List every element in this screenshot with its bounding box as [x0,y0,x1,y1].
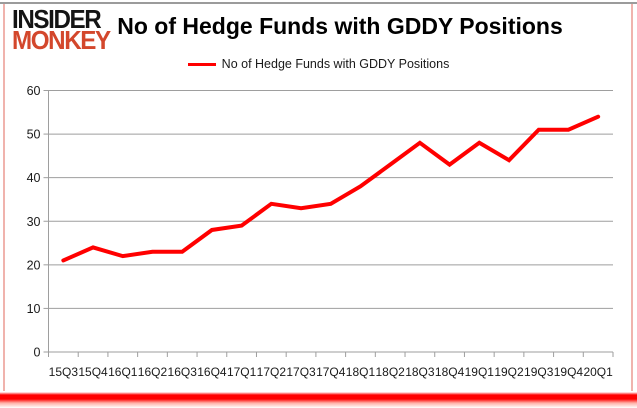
x-axis-label: 17Q1 [227,365,257,379]
frame-left-rule [3,4,5,392]
series-line [61,114,601,263]
x-axis-label: 16Q4 [197,365,227,379]
y-axis-label: 10 [27,302,41,316]
x-axis-label: 16Q3 [168,365,198,379]
logo-insider-text: INSIDER [12,4,102,34]
y-axis-label: 60 [27,84,41,98]
x-axis-label: 20Q1 [583,365,613,379]
x-axis-label: 17Q4 [316,365,346,379]
y-axis-label: 30 [27,215,41,229]
y-axis-label: 20 [27,258,41,272]
x-axis-label: 18Q3 [405,365,435,379]
x-axis-label: 19Q2 [494,365,524,379]
logo-monkey-text: MONKEY [12,25,111,55]
x-axis-label: 17Q2 [257,365,287,379]
x-axis-label: 15Q3 [49,365,79,379]
frame-bottom-glow [0,391,637,408]
chart-title: No of Hedge Funds with GDDY Positions [117,13,563,39]
legend-line-swatch [187,62,216,66]
y-axis-label: 40 [27,171,41,185]
x-axis-label: 19Q3 [524,365,554,379]
y-axis-label: 50 [27,128,41,142]
frame-right-rule [631,4,633,392]
x-axis-label: 15Q4 [78,365,108,379]
x-axis-label: 19Q4 [554,365,584,379]
x-axis-label: 18Q2 [375,365,405,379]
y-axis-label: 0 [34,346,41,360]
x-axis-label: 17Q3 [286,365,316,379]
legend: No of Hedge Funds with GDDY Positions [0,56,637,72]
x-axis-label: 16Q1 [108,365,138,379]
x-axis-label: 19Q1 [465,365,495,379]
frame-top-rule [0,2,637,4]
insider-monkey-logo: INSIDER MONKEY [12,4,111,55]
legend-label: No of Hedge Funds with GDDY Positions [221,57,450,71]
x-axis-label: 18Q1 [346,365,376,379]
x-axis-label: 16Q2 [138,365,168,379]
x-axis-label: 18Q4 [435,365,465,379]
